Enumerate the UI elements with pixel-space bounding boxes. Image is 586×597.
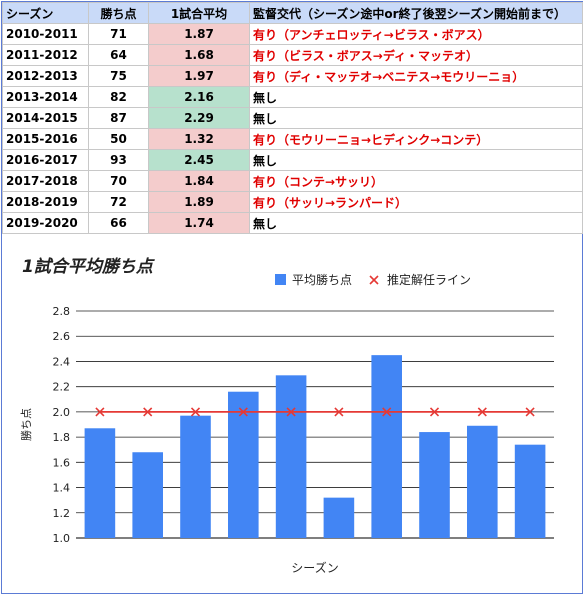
average-cell: 1.84 bbox=[148, 170, 250, 192]
header-season: シーズン bbox=[2, 2, 89, 24]
y-tick-label: 1.8 bbox=[53, 431, 71, 444]
season-cell: 2016-2017 bbox=[2, 149, 89, 171]
table-row: 2018-2019 72 1.89 有り（サッリ→ランパード） bbox=[2, 191, 583, 213]
points-cell: 72 bbox=[88, 191, 149, 213]
manager-change-cell: 有り（ディ・マッテオ→ベニテス→モウリーニョ） bbox=[249, 65, 583, 87]
points-cell: 87 bbox=[88, 107, 149, 129]
legend-swatch-bars bbox=[275, 274, 286, 285]
bar bbox=[371, 355, 402, 538]
manager-change-cell: 有り（コンテ→サッリ） bbox=[249, 170, 583, 192]
header-manager-change: 監督交代（シーズン途中or終了後翌シーズン開始前まで） bbox=[249, 2, 583, 24]
points-table: シーズン 勝ち点 1試合平均 監督交代（シーズン途中or終了後翌シーズン開始前ま… bbox=[2, 2, 583, 234]
season-cell: 2011-2012 bbox=[2, 44, 89, 66]
legend-label-bars: 平均勝ち点 bbox=[292, 272, 352, 287]
bar bbox=[323, 497, 355, 538]
legend-label-line: 推定解任ライン bbox=[387, 272, 471, 287]
y-axis-title: 勝ち点 bbox=[19, 408, 33, 441]
manager-change-cell: 無し bbox=[249, 86, 583, 108]
chart-container: 1試合平均勝ち点 1.0 1.2 1.4 1.6 1.8 2.0 2.2 2.4 2.6 2.8 シ… bbox=[2, 236, 582, 592]
season-cell: 2019-2020 bbox=[2, 212, 89, 234]
bar bbox=[275, 375, 307, 538]
line-point bbox=[286, 407, 296, 417]
line-point bbox=[477, 407, 487, 417]
average-cell: 2.29 bbox=[148, 107, 250, 129]
average-cell: 1.89 bbox=[148, 191, 250, 213]
header-average: 1試合平均 bbox=[148, 2, 250, 24]
line-point bbox=[190, 407, 201, 417]
line-point bbox=[525, 407, 535, 417]
bar bbox=[514, 444, 546, 538]
y-tick-label: 1.0 bbox=[53, 532, 71, 545]
table-row: 2015-2016 50 1.32 有り（モウリーニョ→ヒディンク→コンテ） bbox=[2, 128, 583, 150]
y-tick-label: 1.2 bbox=[53, 507, 71, 520]
legend-marker-line bbox=[369, 275, 379, 285]
line-point bbox=[95, 407, 105, 417]
bar bbox=[467, 425, 498, 538]
table-row: 2016-2017 93 2.45 無し bbox=[2, 149, 583, 171]
bar-chart: 1.0 1.2 1.4 1.6 1.8 2.0 2.2 2.4 2.6 2.8 シーズン 勝ち点 平均勝… bbox=[19, 272, 554, 575]
line-point bbox=[334, 407, 344, 417]
average-cell: 1.87 bbox=[148, 23, 250, 45]
points-cell: 64 bbox=[88, 44, 149, 66]
points-cell: 82 bbox=[88, 86, 149, 108]
points-cell: 50 bbox=[88, 128, 149, 150]
y-tick-label: 2.0 bbox=[53, 406, 71, 419]
bar bbox=[228, 391, 259, 538]
points-cell: 66 bbox=[88, 212, 149, 234]
y-tick-label: 2.2 bbox=[53, 381, 71, 394]
line-point bbox=[143, 407, 153, 417]
manager-change-cell: 有り（アンチェロッティ→ビラス・ボアス） bbox=[249, 23, 583, 45]
table-row: 2013-2014 82 2.16 無し bbox=[2, 86, 583, 108]
table-row: 2012-2013 75 1.97 有り（ディ・マッテオ→ベニテス→モウリーニョ） bbox=[2, 65, 583, 87]
points-cell: 75 bbox=[88, 65, 149, 87]
bar bbox=[132, 452, 163, 538]
average-cell: 2.45 bbox=[148, 149, 250, 171]
y-tick-label: 2.8 bbox=[53, 305, 71, 318]
average-cell: 1.74 bbox=[148, 212, 250, 234]
points-cell: 70 bbox=[88, 170, 149, 192]
y-tick-label: 1.6 bbox=[53, 456, 71, 469]
season-cell: 2010-2011 bbox=[2, 23, 89, 45]
season-cell: 2015-2016 bbox=[2, 128, 89, 150]
average-cell: 1.68 bbox=[148, 44, 250, 66]
season-cell: 2017-2018 bbox=[2, 170, 89, 192]
average-cell: 1.97 bbox=[148, 65, 250, 87]
manager-change-cell: 有り（サッリ→ランパード） bbox=[249, 191, 583, 213]
points-cell: 71 bbox=[88, 23, 149, 45]
bar bbox=[180, 415, 211, 538]
table-header-row: シーズン 勝ち点 1試合平均 監督交代（シーズン途中or終了後翌シーズン開始前ま… bbox=[2, 2, 583, 24]
line-point bbox=[429, 407, 440, 417]
table-row: 2014-2015 87 2.29 無し bbox=[2, 107, 583, 129]
average-cell: 1.32 bbox=[148, 128, 250, 150]
season-cell: 2018-2019 bbox=[2, 191, 89, 213]
table-row: 2010-2011 71 1.87 有り（アンチェロッティ→ビラス・ボアス） bbox=[2, 23, 583, 45]
line-point bbox=[382, 407, 392, 417]
table-row: 2019-2020 66 1.74 無し bbox=[2, 212, 583, 234]
y-tick-label: 2.6 bbox=[53, 330, 71, 343]
header-points: 勝ち点 bbox=[88, 2, 149, 24]
manager-change-cell: 無し bbox=[249, 107, 583, 129]
points-cell: 93 bbox=[88, 149, 149, 171]
average-cell: 2.16 bbox=[148, 86, 250, 108]
season-cell: 2012-2013 bbox=[2, 65, 89, 87]
x-axis-title: シーズン bbox=[291, 560, 338, 575]
bar bbox=[84, 428, 116, 538]
y-tick-label: 1.4 bbox=[53, 482, 71, 495]
bar bbox=[419, 432, 450, 538]
manager-change-cell: 無し bbox=[249, 149, 583, 171]
line-point bbox=[238, 407, 248, 417]
table-row: 2011-2012 64 1.68 有り（ビラス・ボアス→ディ・マッテオ） bbox=[2, 44, 583, 66]
y-tick-label: 2.4 bbox=[53, 355, 71, 368]
chart-title: 1試合平均勝ち点 bbox=[22, 257, 153, 277]
season-cell: 2013-2014 bbox=[2, 86, 89, 108]
manager-change-cell: 有り（モウリーニョ→ヒディンク→コンテ） bbox=[249, 128, 583, 150]
table-row: 2017-2018 70 1.84 有り（コンテ→サッリ） bbox=[2, 170, 583, 192]
season-cell: 2014-2015 bbox=[2, 107, 89, 129]
manager-change-cell: 有り（ビラス・ボアス→ディ・マッテオ） bbox=[249, 44, 583, 66]
manager-change-cell: 無し bbox=[249, 212, 583, 234]
